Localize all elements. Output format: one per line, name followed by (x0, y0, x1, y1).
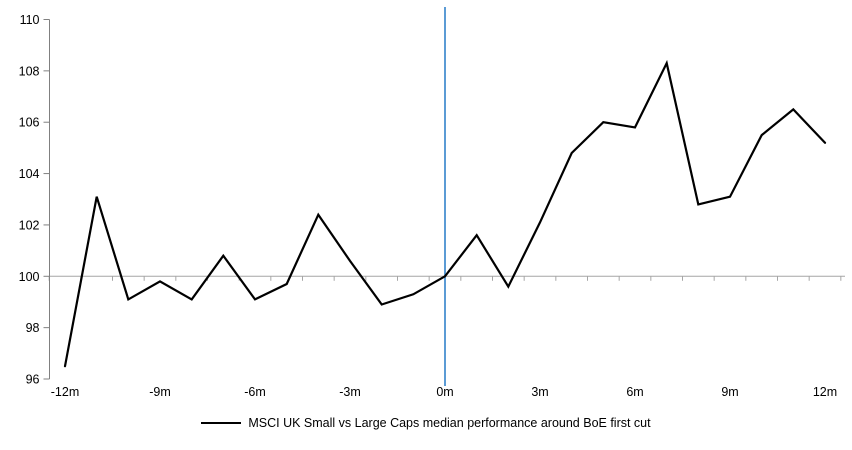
legend-line-sample (201, 422, 242, 424)
y-tick-label: 104 (19, 167, 40, 181)
x-tick-label: 9m (721, 385, 738, 399)
y-tick-label: 102 (19, 218, 40, 232)
y-tick-label: 108 (19, 64, 40, 78)
x-tick-label: -12m (51, 385, 79, 399)
y-tick-label: 98 (26, 321, 40, 335)
y-tick-label: 100 (19, 270, 40, 284)
x-tick-label: 6m (626, 385, 643, 399)
y-tick-label: 110 (20, 13, 40, 27)
legend-label: MSCI UK Small vs Large Caps median perfo… (248, 416, 651, 430)
x-tick-label: 0m (436, 385, 453, 399)
baseline-100-axis (48, 275, 845, 281)
x-tick-label: -3m (339, 385, 361, 399)
series-line (63, 59, 827, 368)
x-tick-label: 3m (531, 385, 548, 399)
x-tick-label: -6m (244, 385, 266, 399)
legend: MSCI UK Small vs Large Caps median perfo… (0, 416, 852, 430)
series-line-group (63, 59, 827, 368)
x-tick-label: -9m (149, 385, 171, 399)
x-tick-label: 12m (813, 385, 837, 399)
y-tick-label: 106 (19, 116, 40, 130)
y-tick-label: 96 (26, 373, 40, 387)
y-axis: 96 98 100 102 104 106 108 110 (19, 13, 50, 387)
x-axis-labels: -12m -9m -6m -3m 0m 3m 6m 9m 12m (51, 385, 837, 399)
